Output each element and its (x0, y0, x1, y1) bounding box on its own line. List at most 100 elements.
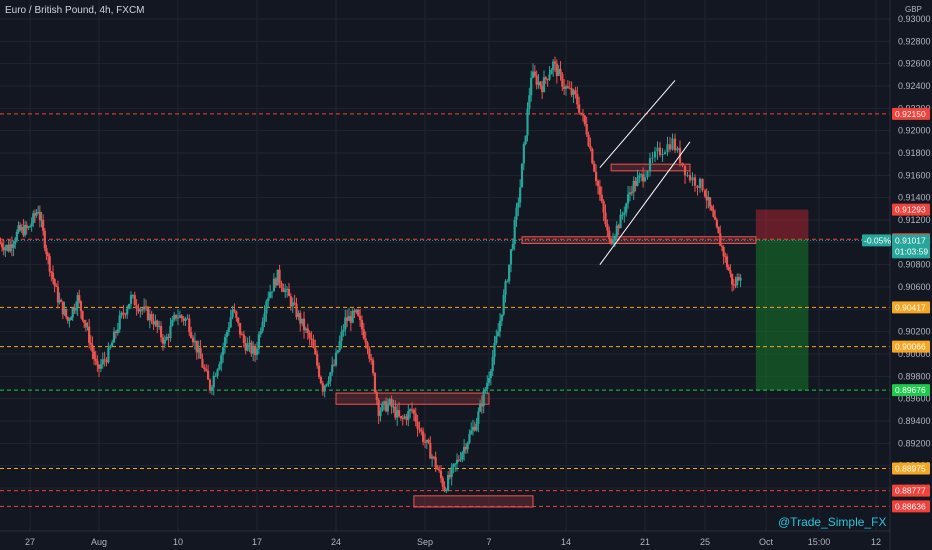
candle-body (127, 303, 131, 309)
candle-body (291, 302, 294, 307)
candle-body (466, 442, 469, 450)
candle-body (120, 312, 123, 316)
candle-body (714, 216, 717, 220)
candle-body (508, 264, 511, 282)
candle-body (710, 206, 713, 211)
candle-body (519, 187, 522, 203)
candle-body (441, 478, 444, 487)
candle-body (579, 112, 583, 115)
candle-body (414, 413, 417, 422)
candle-body (379, 410, 382, 416)
candle-body (35, 212, 38, 216)
candle-body (133, 295, 136, 306)
candle-body (176, 317, 180, 319)
candle-body (186, 318, 189, 320)
candle-body (563, 86, 566, 89)
candle-body (329, 372, 332, 382)
candle-body (403, 416, 406, 419)
support-zone-low (413, 495, 534, 508)
candle-body (370, 358, 373, 361)
candle-body (60, 299, 63, 302)
candle-body (156, 320, 159, 327)
candle-body (331, 364, 334, 373)
candle-body (438, 469, 441, 471)
candle-body (55, 285, 58, 287)
candle-body (557, 68, 560, 76)
candle-body (506, 281, 509, 283)
candle-body (355, 309, 358, 313)
candle-body (0, 242, 2, 244)
countdown-badge: 01:03:59 (895, 246, 928, 256)
candle-body (555, 63, 558, 76)
candle-body (218, 364, 221, 370)
candle-body (173, 314, 176, 320)
change-badge-bg (862, 234, 891, 247)
candle-body (375, 392, 378, 400)
y-tick-label: 0.90200 (898, 327, 931, 337)
y-tick-label: 0.93000 (898, 14, 931, 24)
candle-body (76, 295, 79, 308)
candle-body (617, 225, 620, 229)
candle-body (175, 314, 178, 319)
candle-body (159, 325, 163, 338)
candle-body (4, 247, 7, 251)
candle-body (487, 377, 491, 383)
candle-body (359, 315, 362, 320)
candle-body (454, 463, 457, 465)
candle-body (610, 239, 613, 244)
candle-body (342, 329, 345, 332)
candle-body (182, 318, 185, 321)
candle-body (383, 401, 386, 404)
candle-body (254, 347, 257, 356)
candle-body (308, 332, 311, 339)
candle-body (276, 269, 279, 286)
candle-body (643, 177, 647, 182)
candle-body (278, 269, 281, 283)
candle-body (615, 225, 618, 236)
candle-body (531, 71, 535, 78)
candle-body (233, 309, 236, 312)
candle-body (696, 185, 699, 188)
candle-body (163, 339, 166, 344)
candle-body (83, 320, 86, 323)
candle-body (63, 308, 66, 315)
candle-body (698, 178, 702, 188)
candle-body (248, 342, 251, 345)
candle-body (267, 297, 270, 302)
candle-body (495, 336, 498, 344)
candle-body (381, 403, 384, 411)
y-tick-label: 0.92400 (898, 81, 931, 91)
candle-body (53, 279, 56, 286)
currency-label: GBP (905, 5, 922, 14)
candle-body (585, 123, 588, 135)
price-level-badge-bg (892, 301, 930, 314)
candle-body (394, 406, 397, 418)
y-tick-label: 0.92800 (898, 36, 931, 46)
candle-body (61, 301, 64, 315)
candle-body (255, 348, 259, 356)
candle-body (583, 115, 586, 124)
candle-body (564, 86, 568, 89)
price-level-badge-bg (892, 484, 930, 497)
candle-body (242, 334, 245, 343)
chart-title: Euro / British Pound, 4h, FXCM (5, 5, 145, 16)
candle-body (589, 145, 592, 149)
candle-body (118, 315, 121, 330)
candle-body (139, 309, 142, 312)
candle-body (701, 178, 704, 191)
watermark: @Trade_Simple_FX (778, 515, 886, 529)
candle-body (731, 273, 734, 285)
candle-body (416, 421, 419, 429)
candle-body (537, 81, 540, 85)
candle-body (552, 61, 555, 70)
candle-body (146, 307, 150, 321)
y-tick-label: 0.90000 (898, 349, 931, 359)
candle-body (572, 90, 575, 95)
candle-body (295, 303, 298, 318)
y-tick-label: 0.92000 (898, 126, 931, 136)
candle-body (673, 138, 677, 151)
candle-body (528, 95, 531, 109)
candle-body (463, 446, 466, 453)
candle-body (707, 197, 710, 201)
